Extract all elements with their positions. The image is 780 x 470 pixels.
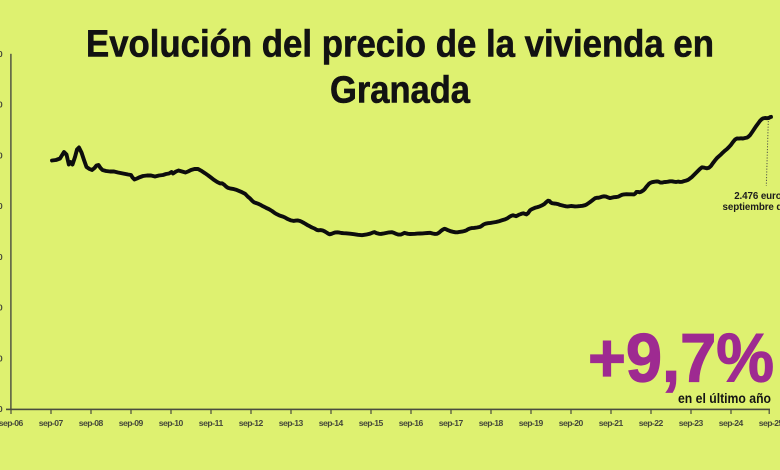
svg-text:sep-13: sep-13 <box>279 418 304 428</box>
svg-text:0: 0 <box>0 353 3 363</box>
svg-text:sep-14: sep-14 <box>319 418 344 428</box>
svg-text:0: 0 <box>0 303 3 313</box>
svg-text:sep-07: sep-07 <box>39 418 64 428</box>
svg-text:sep-23: sep-23 <box>679 418 704 428</box>
svg-text:sep-15: sep-15 <box>359 418 384 428</box>
svg-text:sep-06: sep-06 <box>0 418 23 428</box>
svg-text:sep-17: sep-17 <box>439 418 464 428</box>
svg-text:+9,7%: +9,7% <box>588 320 774 396</box>
svg-text:0: 0 <box>0 201 3 211</box>
svg-text:0: 0 <box>0 150 3 160</box>
svg-text:0: 0 <box>0 100 3 110</box>
svg-text:sep-19: sep-19 <box>519 418 544 428</box>
svg-text:Granada: Granada <box>330 69 471 111</box>
svg-text:sep-22: sep-22 <box>639 418 664 428</box>
svg-text:sep-20: sep-20 <box>559 418 584 428</box>
svg-text:sep-18: sep-18 <box>479 418 504 428</box>
svg-text:sep-16: sep-16 <box>399 418 424 428</box>
svg-text:sep-09: sep-09 <box>119 418 144 428</box>
svg-text:sep-21: sep-21 <box>599 418 624 428</box>
svg-text:0: 0 <box>0 404 3 414</box>
svg-text:0: 0 <box>0 49 3 59</box>
svg-text:sep-08: sep-08 <box>79 418 104 428</box>
svg-text:sep-25: sep-25 <box>759 418 780 428</box>
svg-text:septiembre de 2025: septiembre de 2025 <box>723 202 780 213</box>
svg-text:sep-24: sep-24 <box>719 418 744 428</box>
svg-text:sep-11: sep-11 <box>199 418 224 428</box>
svg-text:Evolución del precio de la viv: Evolución del precio de la vivienda en <box>86 23 714 65</box>
svg-text:sep-12: sep-12 <box>239 418 264 428</box>
svg-text:en el último año: en el último año <box>678 391 771 406</box>
svg-text:sep-10: sep-10 <box>159 418 184 428</box>
svg-text:0: 0 <box>0 252 3 262</box>
